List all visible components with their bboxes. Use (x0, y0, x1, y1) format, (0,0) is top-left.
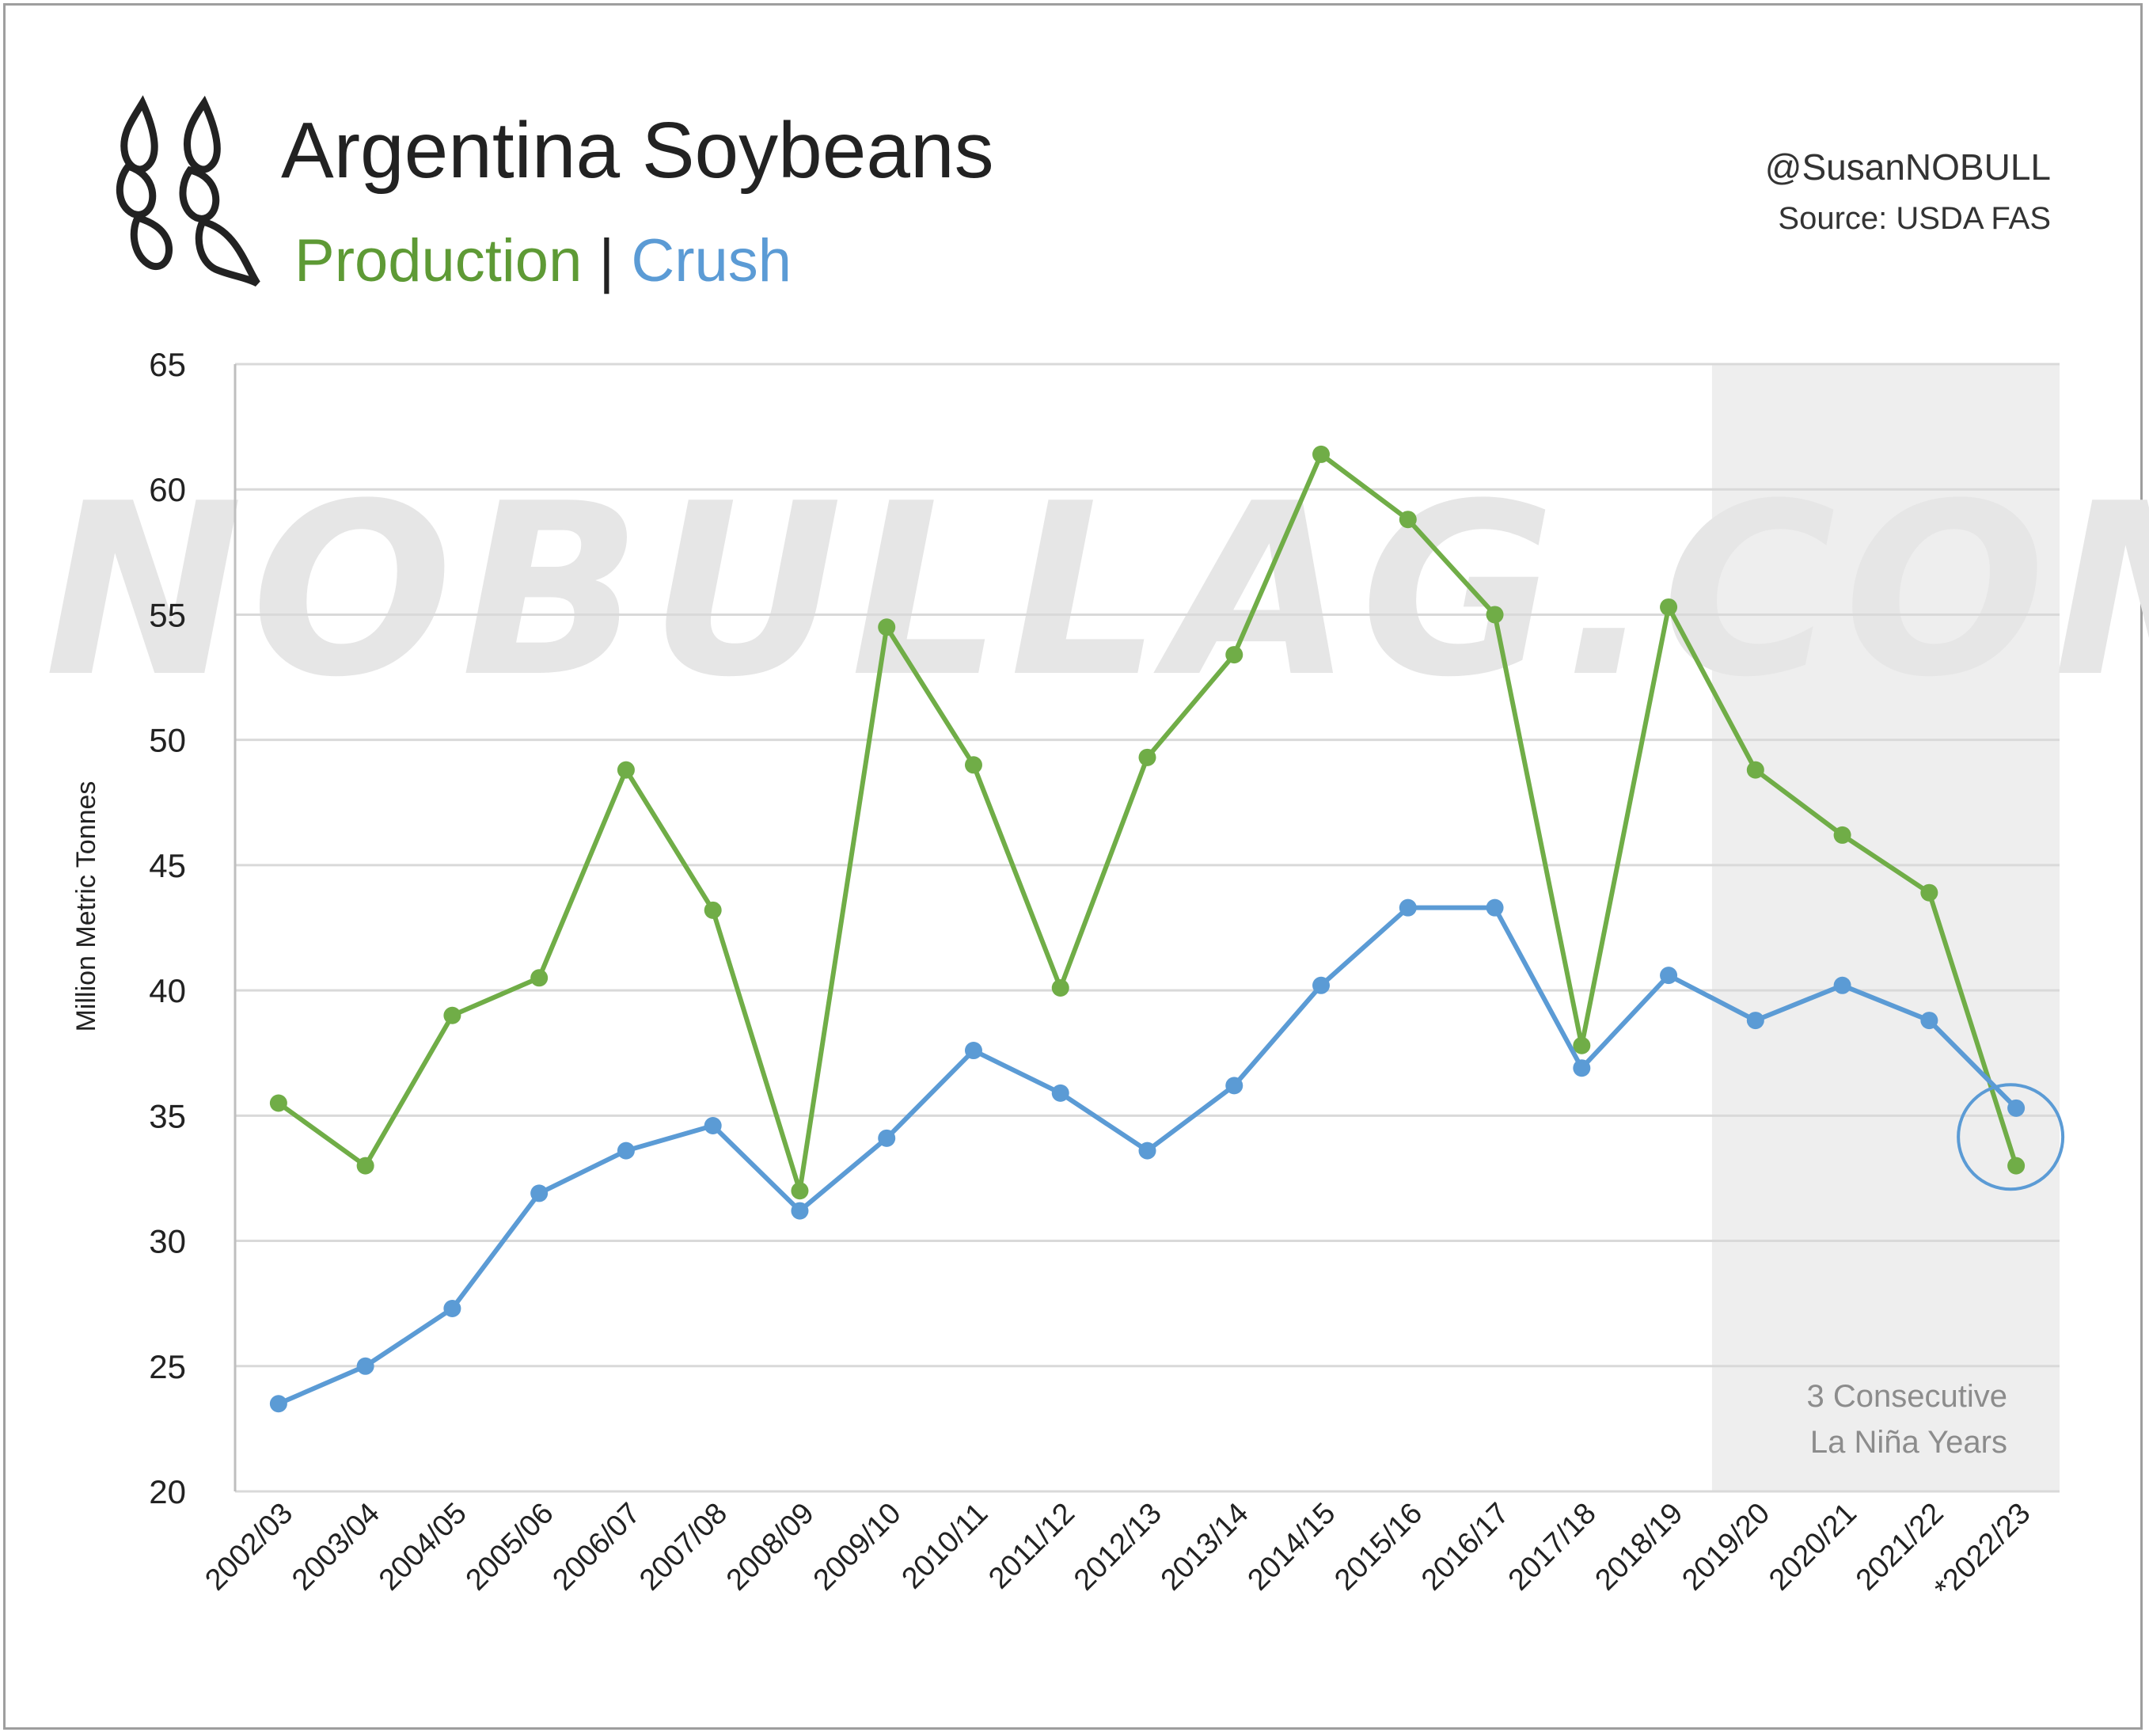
y-tick-label: 35 (149, 1097, 186, 1134)
y-tick-label: 55 (149, 596, 186, 633)
production-point (1920, 883, 1938, 902)
crush-point (704, 1116, 722, 1134)
crush-point (530, 1184, 549, 1202)
subtitle-separator: | (598, 227, 615, 294)
x-tick-label: 2006/07 (546, 1497, 647, 1597)
y-tick-label: 45 (149, 847, 186, 884)
crush-point (1833, 976, 1851, 994)
highlight-circle (1957, 1083, 2065, 1191)
x-tick-label: 2016/17 (1415, 1497, 1516, 1597)
la-nina-label-line1: 3 Consecutive (1807, 1379, 2007, 1414)
soybean-pods-icon (116, 95, 260, 287)
crush-point (443, 1299, 461, 1317)
production-point (1312, 445, 1331, 463)
production-point (1225, 646, 1243, 664)
production-point (443, 1006, 461, 1024)
x-tick-label: 2019/20 (1676, 1497, 1776, 1597)
crush-point (878, 1129, 896, 1147)
production-point (1138, 748, 1156, 766)
production-point (1660, 598, 1678, 616)
chart-subtitle: Production | Crush (294, 231, 792, 291)
subtitle-crush: Crush (631, 227, 792, 294)
x-tick-label: 2018/19 (1589, 1497, 1690, 1597)
y-tick-label: 60 (149, 471, 186, 508)
crush-point (1486, 898, 1504, 917)
y-tick-label: 65 (149, 346, 186, 383)
production-point (2007, 1157, 2026, 1175)
production-point (1746, 761, 1764, 779)
crush-point (1573, 1059, 1591, 1077)
production-point (791, 1182, 809, 1200)
crush-point (964, 1042, 982, 1060)
production-point (964, 756, 982, 774)
crush-point (1225, 1077, 1243, 1095)
production-point (1486, 606, 1504, 624)
crush-point (791, 1202, 809, 1220)
x-tick-label: 2013/14 (1155, 1497, 1255, 1597)
subtitle-production: Production (294, 227, 583, 294)
x-tick-label: 2007/08 (633, 1497, 734, 1597)
author-handle: @SusanNOBULL (1764, 146, 2051, 188)
x-tick-label: 2003/04 (286, 1497, 386, 1597)
production-point (269, 1094, 287, 1112)
crush-point (356, 1357, 374, 1375)
y-tick-label: 50 (149, 722, 186, 759)
y-tick-label: 20 (149, 1473, 186, 1510)
crush-point (617, 1142, 635, 1160)
x-tick-label: 2014/15 (1242, 1497, 1342, 1597)
crush-point (1920, 1012, 1938, 1030)
y-tick-label: 40 (149, 972, 186, 1009)
y-tick-label: 25 (149, 1348, 186, 1385)
x-tick-label: 2009/10 (807, 1497, 908, 1597)
x-tick-label: 2008/09 (720, 1497, 821, 1597)
la-nina-shaded-region (1711, 364, 2060, 1491)
x-tick-label: *2022/23 (1928, 1497, 2037, 1605)
watermark: NOBULLAG.COM (44, 453, 2149, 729)
x-tick-label: 2020/21 (1763, 1497, 1863, 1597)
crush-point (1746, 1012, 1764, 1030)
x-tick-label: 2005/06 (460, 1497, 560, 1597)
production-point (356, 1157, 374, 1175)
production-point (704, 901, 722, 919)
crush-point (1138, 1142, 1156, 1160)
x-tick-label: 2012/13 (1068, 1497, 1168, 1597)
production-point (1833, 826, 1851, 844)
x-tick-label: 2010/11 (896, 1497, 995, 1596)
production-point (878, 618, 896, 636)
y-axis-title: Million Metric Tonnes (71, 781, 101, 1032)
source-credit: Source: USDA FAS (1778, 201, 2051, 236)
crush-point (1312, 976, 1331, 994)
y-tick-label: 30 (149, 1223, 186, 1260)
la-nina-label-line2: La Niña Years (1810, 1425, 2007, 1460)
x-tick-label: 2004/05 (373, 1497, 473, 1597)
x-tick-label: 2015/16 (1328, 1497, 1429, 1597)
page-title: Argentina Soybeans (281, 106, 994, 195)
x-tick-label: 2002/03 (199, 1497, 299, 1597)
crush-point (2007, 1099, 2026, 1117)
production-point (1399, 511, 1417, 529)
production-point (617, 761, 635, 779)
production-point (1051, 978, 1069, 997)
production-point (1573, 1036, 1591, 1054)
x-tick-label: 2017/18 (1502, 1497, 1603, 1597)
crush-point (269, 1395, 287, 1413)
crush-point (1660, 967, 1678, 985)
x-tick-label: 2011/12 (982, 1497, 1081, 1596)
production-point (530, 969, 549, 987)
crush-point (1399, 898, 1417, 917)
crush-point (1051, 1084, 1069, 1102)
